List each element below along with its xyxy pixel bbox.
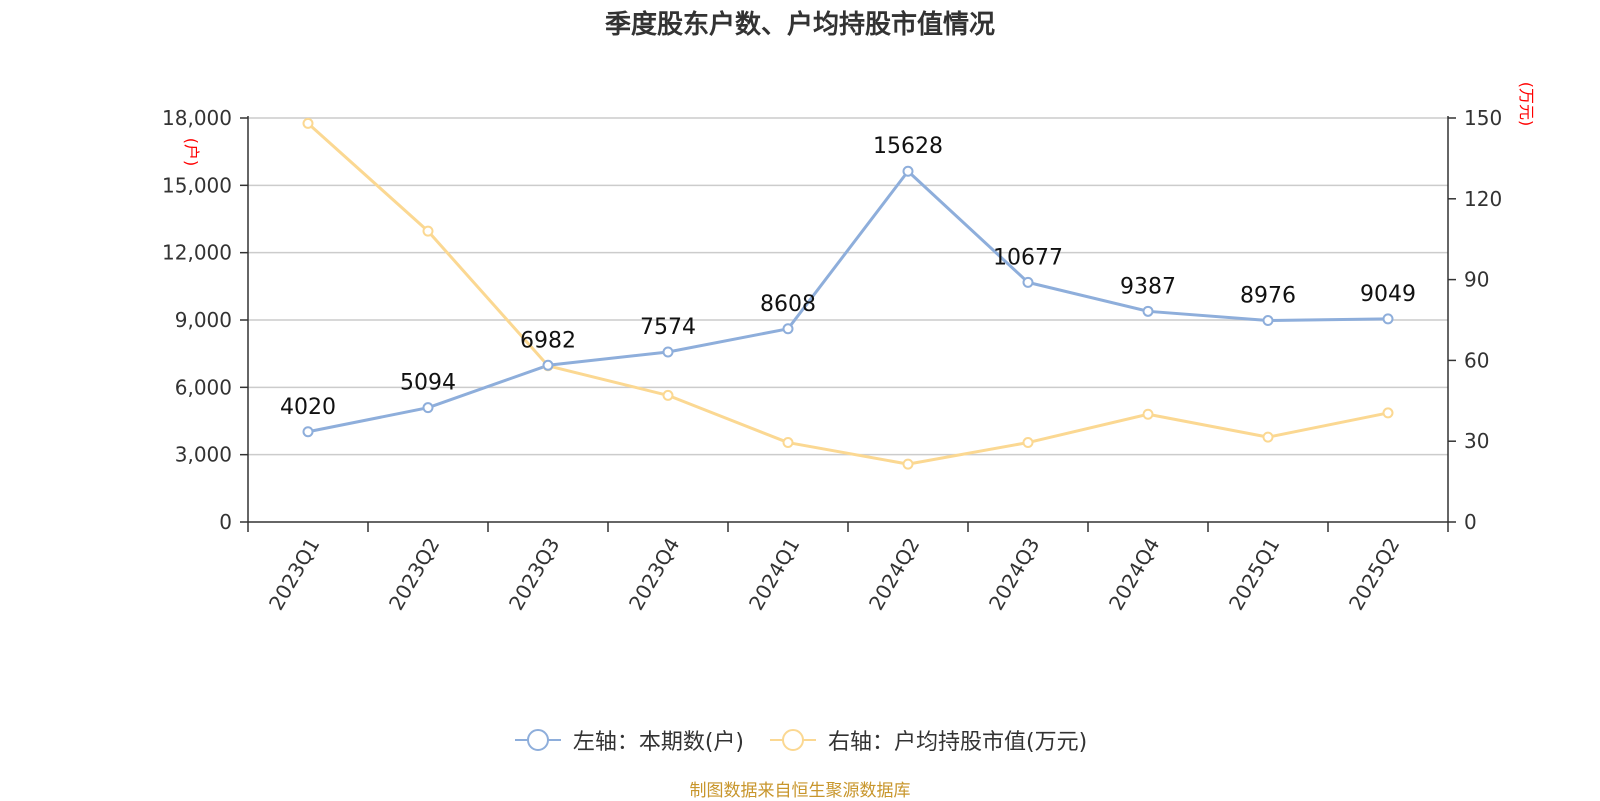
right-axis-tick-label: 0 [1464, 510, 1477, 534]
series-1-point [1262, 315, 1274, 327]
series-2-point [902, 458, 914, 470]
series-1-point [782, 323, 794, 335]
left-axis-tick-label: 0 [219, 510, 232, 534]
data-label: 5094 [400, 371, 456, 396]
right-axis-tick-label: 90 [1464, 268, 1489, 292]
left-axis-tick-label: 9,000 [175, 308, 232, 332]
source-note: 制图数据来自恒生聚源数据库 [689, 781, 911, 801]
data-label: 9387 [1120, 274, 1176, 299]
series-2-point [1262, 431, 1274, 443]
legend-label-series-1: 左轴：本期数(户) [572, 730, 744, 755]
series-2-point [1022, 437, 1034, 449]
x-axis-tick-label: 2023Q1 [264, 534, 324, 615]
x-axis-tick-label: 2025Q1 [1224, 534, 1284, 615]
data-label: 15628 [873, 134, 943, 159]
left-axis-tick-label: 15,000 [162, 173, 232, 197]
data-label: 6982 [520, 328, 576, 353]
legend-marker-series-1-icon [514, 729, 561, 751]
series-2-point [302, 117, 314, 129]
data-label: 10677 [993, 245, 1063, 270]
axes: 0 3,000 6,000 9,000 12,000 15,000 18,000 0 30 60 9… [162, 82, 1536, 614]
chart-title: 季度股东户数、户均持股市值情况 [604, 10, 995, 40]
left-axis-tick-label: 3,000 [175, 443, 232, 467]
x-axis-tick-label: 2024Q2 [864, 534, 924, 615]
left-axis-tick-label: 18,000 [162, 106, 232, 130]
left-axis-tick-label: 6,000 [175, 375, 232, 399]
series-1-line [307, 169, 1389, 434]
legend-label-series-2: 右轴：户均持股市值(万元) [828, 730, 1088, 755]
left-axis-unit: (户) [182, 138, 201, 167]
series-2-point [662, 389, 674, 401]
data-label: 9049 [1360, 282, 1416, 307]
x-axis-tick-label: 2023Q4 [624, 534, 684, 615]
x-axis-tick-label: 2024Q3 [984, 534, 1044, 615]
legend-marker-series-2-icon [770, 729, 816, 751]
right-axis-tick-label: 150 [1464, 106, 1502, 130]
legend-item-series-1[interactable]: 左轴：本期数(户) [513, 724, 744, 756]
right-axis-unit: (万元) [1517, 82, 1536, 127]
right-axis-tick-label: 30 [1464, 429, 1489, 453]
legend-item-series-2[interactable]: 右轴：户均持股市值(万元) [768, 724, 1087, 756]
legend: 左轴：本期数(户) 右轴：户均持股市值(万元) [0, 724, 1600, 756]
data-label: 8608 [760, 292, 816, 317]
series-2-point [782, 437, 794, 449]
data-label: 4020 [280, 395, 336, 420]
series-1-point [1022, 276, 1034, 288]
x-axis-tick-label: 2024Q4 [1104, 534, 1164, 615]
left-axis-tick-label: 12,000 [162, 241, 232, 265]
x-axis-tick-label: 2023Q2 [384, 534, 444, 615]
series-2-point [1142, 408, 1154, 420]
series [302, 117, 1394, 470]
series-1-point [422, 402, 434, 414]
series-1-point [662, 346, 674, 358]
x-axis-tick-label: 2025Q2 [1344, 534, 1404, 615]
data-labels: 4020 5094 6982 7574 8608 15628 10677 9387 8976 90… [280, 134, 1416, 420]
data-label: 8976 [1240, 284, 1296, 309]
series-2-point [422, 225, 434, 237]
series-1-point [1382, 313, 1394, 325]
x-axis-tick-label: 2024Q1 [744, 534, 804, 615]
series-1-point [302, 426, 314, 438]
right-axis-tick-label: 120 [1464, 187, 1502, 211]
series-1-point [902, 165, 914, 177]
line-chart: 0 3,000 6,000 9,000 12,000 15,000 18,000 0 30 60 9… [162, 82, 1536, 614]
data-label: 7574 [640, 315, 696, 340]
right-axis-tick-label: 60 [1464, 348, 1489, 372]
series-1-point [1142, 305, 1154, 317]
series-2-point [1382, 407, 1394, 419]
series-1-point [542, 359, 554, 371]
series-2-line [306, 122, 1389, 466]
x-axis-tick-label: 2023Q3 [504, 534, 564, 615]
